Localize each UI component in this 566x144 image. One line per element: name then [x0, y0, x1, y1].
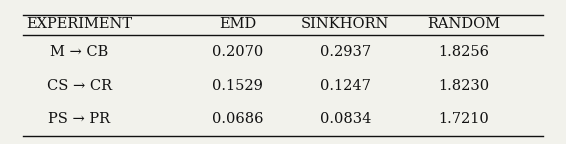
Text: 1.8256: 1.8256: [439, 45, 490, 59]
Text: 1.8230: 1.8230: [439, 79, 490, 93]
Text: 1.7210: 1.7210: [439, 112, 490, 126]
Text: 0.2070: 0.2070: [212, 45, 263, 59]
Text: PS → PR: PS → PR: [48, 112, 110, 126]
Text: EMD: EMD: [219, 17, 256, 31]
Text: SINKHORN: SINKHORN: [301, 17, 389, 31]
Text: 0.2937: 0.2937: [320, 45, 371, 59]
Text: 0.1529: 0.1529: [212, 79, 263, 93]
Text: 0.0686: 0.0686: [212, 112, 263, 126]
Text: 0.0834: 0.0834: [320, 112, 371, 126]
Text: 0.1247: 0.1247: [320, 79, 371, 93]
Text: EXPERIMENT: EXPERIMENT: [26, 17, 132, 31]
Text: RANDOM: RANDOM: [427, 17, 501, 31]
Text: M → CB: M → CB: [50, 45, 108, 59]
Text: CS → CR: CS → CR: [47, 79, 112, 93]
